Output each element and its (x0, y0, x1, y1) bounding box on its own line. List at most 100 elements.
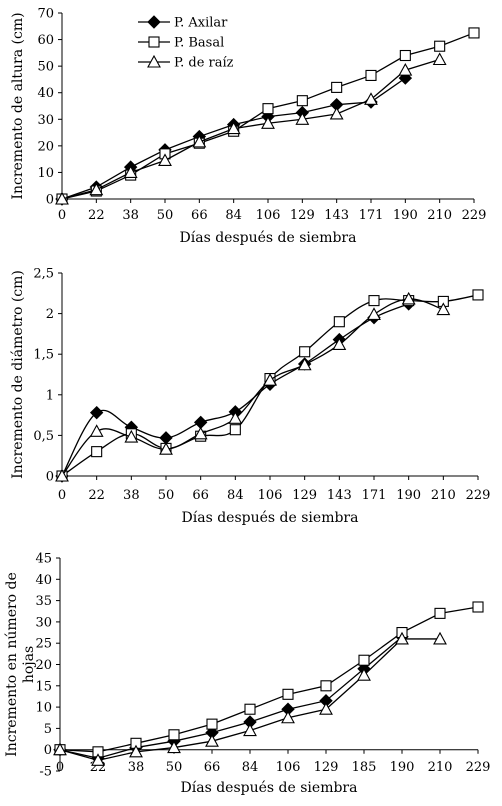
x-tick-label: 210 (428, 760, 453, 775)
data-point-p-de-raiz (91, 753, 105, 766)
x-tick-label: 106 (276, 760, 301, 775)
data-point-p-de-raiz (332, 337, 347, 351)
y-tick-label: 30 (35, 615, 52, 630)
x-tick-label: 229 (462, 208, 487, 223)
legend-marker-p-axilar (147, 15, 161, 29)
x-tick-label: 129 (292, 488, 317, 503)
data-point-p-basal (229, 424, 241, 436)
series-line (59, 638, 440, 762)
data-point-p-de-raiz (228, 411, 243, 424)
data-point-p-basal (262, 103, 274, 115)
x-tick-label: 50 (166, 760, 183, 775)
legend-marker-p-de-raiz (147, 54, 161, 68)
x-tick-label: 0 (58, 208, 66, 223)
data-point-p-basal (468, 27, 480, 39)
data-point-p-de-raiz (329, 106, 344, 120)
data-point-p-basal (333, 316, 345, 328)
data-point-p-de-raiz (357, 668, 371, 681)
data-point-p-de-raiz (281, 710, 295, 724)
x-tick-label: 84 (242, 760, 259, 775)
data-point-p-axilar (89, 405, 104, 420)
y-tick-label: 20 (35, 658, 52, 673)
data-point-p-de-raiz (297, 357, 312, 371)
y-tick-label: -5 (39, 765, 52, 780)
x-tick-label: 84 (227, 488, 244, 503)
x-tick-label: 229 (466, 488, 491, 503)
x-tick-label: 190 (390, 760, 415, 775)
x-tick-label: 129 (314, 760, 339, 775)
x-tick-label: 38 (123, 488, 140, 503)
data-point-p-basal (368, 295, 380, 307)
x-axis-title: Días después de siembra (180, 230, 357, 246)
x-axis-title: Días después de siembra (182, 510, 359, 526)
x-tick-label: 66 (191, 208, 208, 223)
data-point-p-de-raiz (193, 426, 208, 440)
data-point-p-de-raiz (436, 302, 451, 316)
y-tick-label: 70 (37, 7, 54, 22)
data-point-p-basal (434, 607, 446, 619)
y-tick-label: 40 (37, 86, 54, 101)
data-point-p-de-raiz (89, 424, 104, 437)
x-tick-label: 66 (192, 488, 209, 503)
data-point-p-de-raiz (89, 182, 104, 196)
y-tick-label: 40 (35, 573, 52, 588)
series-p-de-raiz (53, 631, 447, 766)
x-tick-label: 190 (393, 208, 418, 223)
data-point-p-de-raiz (205, 734, 219, 747)
x-tick-label: 106 (258, 488, 283, 503)
y-axis-title: Incremento en número dehojas (4, 572, 37, 757)
series-p-basal (54, 601, 484, 758)
data-point-p-de-raiz (192, 134, 207, 148)
data-point-p-basal (168, 729, 180, 741)
data-point-p-de-raiz (401, 291, 416, 305)
data-point-p-de-raiz (167, 740, 181, 754)
y-tick-label: 0 (46, 193, 54, 208)
data-point-p-basal (434, 40, 446, 52)
x-tick-label: 22 (88, 488, 105, 503)
legend-label-p-axilar: P. Axilar (174, 16, 228, 31)
data-point-p-basal (365, 69, 377, 81)
y-tick-label: 0 (44, 743, 52, 758)
series-line (61, 298, 444, 477)
y-tick-label: 15 (35, 679, 52, 694)
x-tick-label: 38 (122, 208, 139, 223)
x-tick-label: 143 (327, 488, 352, 503)
x-tick-label: 50 (158, 488, 175, 503)
y-tick-label: 2,5 (33, 267, 54, 282)
data-point-p-basal (282, 688, 294, 700)
data-point-p-basal (320, 680, 332, 692)
data-point-p-de-raiz (159, 442, 173, 455)
data-point-p-basal (296, 95, 308, 107)
x-tick-label: 190 (396, 488, 421, 503)
x-tick-label: 0 (56, 760, 64, 775)
data-point-p-de-raiz (319, 702, 333, 715)
series-p-axilar (53, 630, 409, 765)
y-tick-label: 0 (46, 470, 54, 485)
data-point-p-de-raiz (124, 429, 139, 443)
data-point-p-de-raiz (55, 468, 69, 482)
y-axis-title-line: hojas (21, 646, 37, 683)
x-tick-label: 171 (362, 488, 387, 503)
data-point-p-de-raiz (398, 62, 413, 76)
y-tick-label: 25 (35, 637, 52, 652)
data-point-p-de-raiz (364, 92, 378, 105)
data-point-p-basal (472, 601, 484, 613)
x-tick-label: 210 (427, 208, 452, 223)
x-tick-label: 210 (431, 488, 456, 503)
x-tick-label: 106 (256, 208, 281, 223)
data-point-p-basal (399, 49, 411, 62)
data-point-p-de-raiz (395, 631, 409, 645)
series-p-de-raiz (55, 291, 451, 482)
data-point-p-de-raiz (261, 116, 275, 129)
data-point-p-de-raiz (367, 307, 381, 320)
x-tick-label: 0 (58, 488, 66, 503)
series-line (59, 636, 403, 759)
data-point-p-de-raiz (433, 631, 447, 645)
data-point-p-basal (299, 346, 311, 358)
data-point-p-de-raiz (263, 373, 277, 386)
data-point-p-de-raiz (129, 744, 143, 758)
data-point-p-de-raiz (226, 121, 241, 135)
legend-marker-p-basal (148, 36, 160, 48)
series-line (59, 606, 479, 753)
